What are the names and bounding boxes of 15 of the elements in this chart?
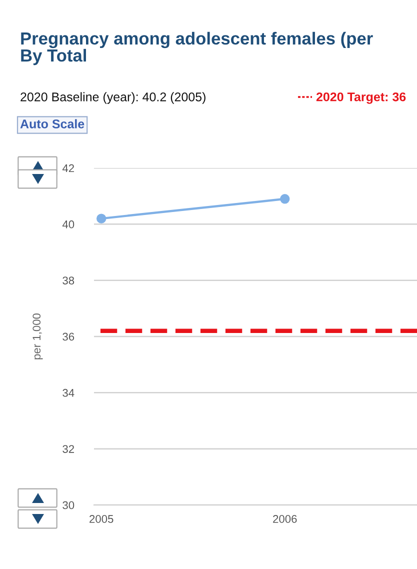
y-tick-label: 38 [62, 276, 74, 284]
y-tick-label: 42 [62, 164, 74, 172]
y-tick-label: 36 [62, 332, 74, 341]
x-tick-label: 2005 [90, 515, 114, 523]
x-tick-label: 2006 [273, 515, 297, 523]
y-tick-label: 34 [62, 388, 74, 397]
chart-subtitle: By Total [21, 48, 86, 66]
text: Auto Scale [20, 119, 84, 128]
text: 2020 Baseline (year): 40.2 (2005) [20, 92, 206, 104]
legend-label: 2020 Target: 36 [316, 92, 406, 104]
chart-title: Pregnancy among adolescent females (per [21, 32, 373, 48]
y-tick-label: 40 [62, 220, 74, 228]
y-tick-label: 32 [62, 445, 74, 453]
y-tick-label: 30 [62, 501, 74, 510]
y-axis-title: per 1,000 [32, 313, 43, 360]
